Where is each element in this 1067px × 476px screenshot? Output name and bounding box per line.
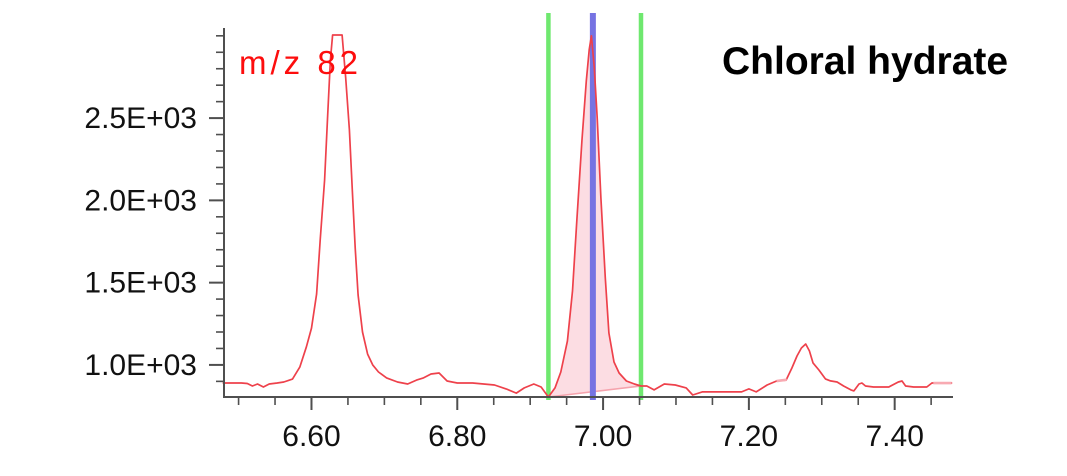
x-tick-label: 6.60 [282, 420, 340, 453]
trace-highlight-segment [776, 378, 787, 383]
x-tick-label: 7.20 [720, 420, 778, 453]
y-tick-label: 2.0E+03 [84, 184, 197, 217]
y-tick-label: 2.5E+03 [84, 102, 197, 135]
y-tick-label: 1.5E+03 [84, 267, 197, 300]
x-tick-label: 6.80 [428, 420, 486, 453]
compound-title: Chloral hydrate [722, 40, 1009, 83]
x-tick-label: 7.00 [574, 420, 632, 453]
y-tick-label: 1.0E+03 [84, 349, 197, 382]
x-tick-label: 7.40 [865, 420, 923, 453]
chromatogram-trace [222, 34, 953, 398]
trace-mz-label: m/z 82 [239, 44, 363, 81]
